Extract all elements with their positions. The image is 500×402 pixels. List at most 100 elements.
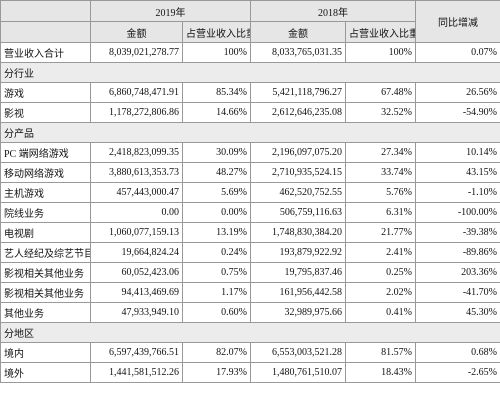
cell: 5,421,118,796.27 (250, 82, 346, 103)
row-label: 营业收入合计 (0, 42, 91, 63)
cell: 193,879,922.92 (250, 242, 346, 263)
header-column: 占营业收入比重 (345, 21, 416, 43)
cell: 100% (345, 42, 416, 63)
data-row: PC 端网络游戏 2,418,823,099.35 30.09% 2,196,097,… (0, 142, 500, 163)
header-year: 2018年 (250, 0, 416, 22)
cell: -89.86% (415, 242, 500, 263)
cell: 2,612,646,235.08 (250, 102, 346, 123)
cell: 82.07% (182, 342, 251, 363)
row-label: 主机游戏 (0, 182, 91, 203)
cell: 1,060,077,159.13 (90, 222, 183, 243)
row-label: 电视剧 (0, 222, 91, 243)
cell: 13.19% (182, 222, 251, 243)
cell: 30.09% (182, 142, 251, 163)
header-column: 金额 (250, 21, 346, 43)
table-body: 营业收入合计 8,039,021,278.77 100% 8,033,765,031.… (0, 42, 500, 383)
cell: 506,759,116.63 (250, 202, 346, 223)
cell: 161,956,442.58 (250, 282, 346, 303)
data-row: 移动网络游戏 3,880,613,353.73 48.27% 2,710,935,52… (0, 162, 500, 183)
cell: 47,933,949.10 (90, 302, 183, 323)
row-label: PC 端网络游戏 (0, 142, 91, 163)
cell: 1,480,761,510.07 (250, 362, 346, 383)
cell: 14.66% (182, 102, 251, 123)
cell: 2.02% (345, 282, 416, 303)
row-label: 艺人经纪及综艺节目 (0, 242, 91, 263)
cell: -41.70% (415, 282, 500, 303)
cell: 19,795,837.46 (250, 262, 346, 283)
section-label: 分地区 (0, 322, 500, 343)
cell: 462,520,752.55 (250, 182, 346, 203)
cell: 33.74% (345, 162, 416, 183)
cell: 21.77% (345, 222, 416, 243)
section-row: 分行业 (0, 62, 500, 83)
cell: 17.93% (182, 362, 251, 383)
cell: 3,880,613,353.73 (90, 162, 183, 183)
cell: 1,178,272,806.86 (90, 102, 183, 123)
section-label: 分行业 (0, 62, 500, 83)
cell: 81.57% (345, 342, 416, 363)
cell: 0.07% (415, 42, 500, 63)
cell: 0.24% (182, 242, 251, 263)
data-row: 主机游戏 457,443,000.47 5.69% 462,520,752.55 5.7… (0, 182, 500, 203)
cell: 27.34% (345, 142, 416, 163)
row-label: 移动网络游戏 (0, 162, 91, 183)
data-row: 院线业务 0.00 0.00% 506,759,116.63 6.31% -100.00% (0, 202, 500, 223)
cell: 2,710,935,524.15 (250, 162, 346, 183)
cell: 67.48% (345, 82, 416, 103)
cell: 0.25% (345, 262, 416, 283)
header-year: 2019年 (90, 0, 251, 22)
cell: 203.36% (415, 262, 500, 283)
cell: -54.90% (415, 102, 500, 123)
cell: 32.52% (345, 102, 416, 123)
table-header: 2019年 2018年 同比增减 金额 占营业收入比重 金额 占营业收入比重 (0, 0, 500, 43)
cell: 10.14% (415, 142, 500, 163)
cell: 5.76% (345, 182, 416, 203)
data-row: 境外 1,441,581,512.26 17.93% 1,480,761,510.07… (0, 362, 500, 383)
data-row: 影视 1,178,272,806.86 14.66% 2,612,646,235.08… (0, 102, 500, 123)
row-label: 游戏 (0, 82, 91, 103)
cell: 32,989,975.66 (250, 302, 346, 323)
header-blank (0, 21, 91, 43)
cell: 2,418,823,099.35 (90, 142, 183, 163)
row-label: 境外 (0, 362, 91, 383)
cell: 94,413,469.69 (90, 282, 183, 303)
row-label: 影视相关其他业务 (0, 262, 91, 283)
cell: 0.00% (182, 202, 251, 223)
cell: -2.65% (415, 362, 500, 383)
row-label: 院线业务 (0, 202, 91, 223)
cell: 6,597,439,766.51 (90, 342, 183, 363)
cell: 85.34% (182, 82, 251, 103)
cell: 1,748,830,384.20 (250, 222, 346, 243)
cell: -1.10% (415, 182, 500, 203)
cell: 6,553,003,521.28 (250, 342, 346, 363)
header-column: 金额 (90, 21, 183, 43)
cell: 45.30% (415, 302, 500, 323)
cell: 8,033,765,031.35 (250, 42, 346, 63)
cell: -39.38% (415, 222, 500, 243)
cell: -100.00% (415, 202, 500, 223)
revenue-table: 2019年 2018年 同比增减 金额 占营业收入比重 金额 占营业收入比重 营… (0, 0, 500, 383)
cell: 5.69% (182, 182, 251, 203)
row-label: 其他业务 (0, 302, 91, 323)
data-row: 影视相关其他业务 94,413,469.69 1.17% 161,956,442.58… (0, 282, 500, 303)
row-label: 影视相关其他业务 (0, 282, 91, 303)
data-row: 影视相关其他业务 60,052,423.06 0.75% 19,795,837.46 0… (0, 262, 500, 283)
cell: 0.60% (182, 302, 251, 323)
data-row: 其他业务 47,933,949.10 0.60% 32,989,975.66 0.41%… (0, 302, 500, 323)
data-row: 境内 6,597,439,766.51 82.07% 6,553,003,521.28… (0, 342, 500, 363)
cell: 8,039,021,278.77 (90, 42, 183, 63)
row-label: 境内 (0, 342, 91, 363)
header-column: 占营业收入比重 (182, 21, 251, 43)
cell: 26.56% (415, 82, 500, 103)
cell: 1.17% (182, 282, 251, 303)
data-row: 游戏 6,860,748,471.91 85.34% 5,421,118,796.27… (0, 82, 500, 103)
cell: 0.00 (90, 202, 183, 223)
cell: 19,664,824.24 (90, 242, 183, 263)
cell: 0.41% (345, 302, 416, 323)
cell: 1,441,581,512.26 (90, 362, 183, 383)
cell: 100% (182, 42, 251, 63)
cell: 43.15% (415, 162, 500, 183)
header-blank (0, 0, 91, 22)
data-row: 营业收入合计 8,039,021,278.77 100% 8,033,765,031.… (0, 42, 500, 63)
